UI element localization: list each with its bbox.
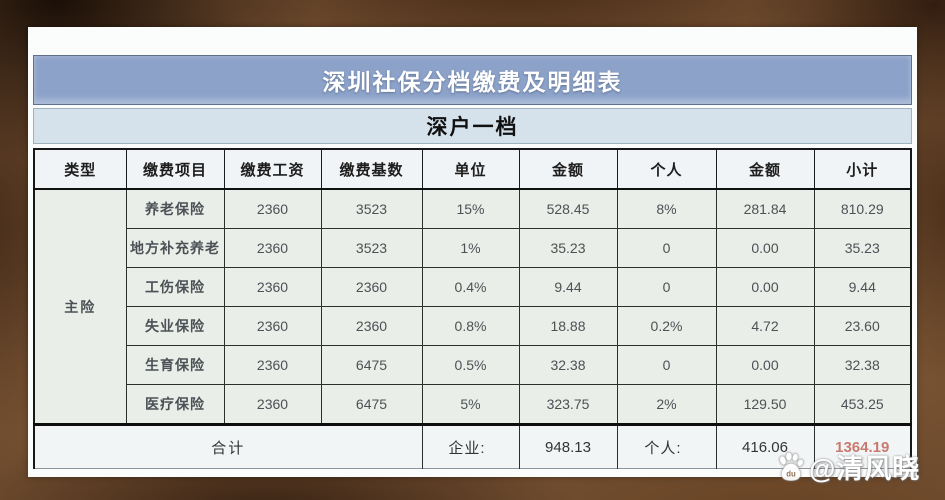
row-group-label: 主险 bbox=[33, 188, 127, 425]
table-cell: 0 bbox=[616, 267, 717, 307]
table-cell: 2% bbox=[616, 384, 717, 425]
baidu-paw-icon: du bbox=[779, 451, 804, 481]
table-row: 生育保险 2360 6475 0.5% 32.38 0 0.00 32.38 bbox=[34, 345, 912, 385]
table-cell: 2360 bbox=[223, 345, 322, 385]
table-cell: 2360 bbox=[223, 228, 322, 268]
table-cell: 323.75 bbox=[518, 384, 618, 425]
personal-total-value: 416.06 bbox=[715, 423, 815, 469]
table-cell: 工伤保险 bbox=[125, 267, 225, 307]
table-cell: 6475 bbox=[320, 345, 423, 385]
table-cell: 0.00 bbox=[715, 267, 815, 307]
column-header-employer-amount: 金额 bbox=[518, 148, 618, 190]
table-cell: 6475 bbox=[320, 384, 423, 425]
table-cell: 2360 bbox=[223, 267, 322, 307]
total-label: 合计 bbox=[33, 423, 423, 469]
table-cell: 528.45 bbox=[518, 188, 618, 229]
table-cell: 4.72 bbox=[715, 306, 815, 346]
column-header-employer-rate: 单位 bbox=[421, 148, 520, 190]
table-cell: 1% bbox=[421, 228, 520, 268]
page-title: 深圳社保分档缴费及明细表 bbox=[322, 69, 623, 95]
watermark-text: @清风晓 bbox=[809, 454, 921, 484]
table-cell: 生育保险 bbox=[125, 345, 225, 385]
table-cell: 0.8% bbox=[421, 306, 520, 346]
subtitle-band: 深户一档 bbox=[33, 108, 912, 144]
watermark: du @清风晓 bbox=[776, 447, 920, 486]
table-cell: 810.29 bbox=[813, 188, 912, 229]
contribution-table: 类型 缴费项目 缴费工资 缴费基数 单位 金额 个人 金额 小计 主险 养老保险… bbox=[33, 148, 912, 469]
table-cell: 35.23 bbox=[813, 228, 912, 268]
table-cell: 0.2% bbox=[616, 306, 717, 346]
table-cell: 15% bbox=[421, 188, 520, 229]
table-cell: 23.60 bbox=[813, 306, 912, 346]
table-cell: 35.23 bbox=[518, 228, 618, 268]
column-header-personal-amount: 金额 bbox=[715, 148, 815, 190]
table-row: 主险 养老保险 2360 3523 15% 528.45 8% 281.84 8… bbox=[33, 188, 912, 425]
table-cell: 2360 bbox=[223, 306, 322, 346]
table-cell: 2360 bbox=[223, 384, 322, 425]
table-cell: 2360 bbox=[320, 267, 423, 307]
column-header-subtotal: 小计 bbox=[813, 148, 912, 190]
tier-subtitle: 深户一档 bbox=[426, 116, 519, 139]
table-cell: 2360 bbox=[320, 306, 423, 346]
table-cell: 9.44 bbox=[518, 267, 618, 307]
table-cell: 129.50 bbox=[715, 384, 815, 425]
table-cell: 0 bbox=[616, 228, 717, 268]
table-cell: 0.4% bbox=[421, 267, 520, 307]
table-cell: 3523 bbox=[320, 228, 423, 268]
table-cell: 32.38 bbox=[518, 345, 618, 385]
column-header-item: 缴费项目 bbox=[125, 148, 225, 190]
column-header-salary: 缴费工资 bbox=[223, 148, 322, 190]
table-cell: 32.38 bbox=[813, 345, 912, 385]
table-cell: 5% bbox=[421, 384, 520, 425]
table-row: 地方补充养老 2360 3523 1% 35.23 0 0.00 35.23 bbox=[34, 228, 912, 268]
table-cell: 281.84 bbox=[715, 188, 815, 229]
column-header-base: 缴费基数 bbox=[320, 148, 423, 190]
table-cell: 3523 bbox=[320, 188, 423, 229]
table-cell: 2360 bbox=[223, 188, 322, 229]
column-header-type: 类型 bbox=[33, 148, 127, 190]
total-row: 合计 企业: 948.13 个人: 416.06 1364.19 bbox=[33, 423, 912, 469]
header-row: 类型 缴费项目 缴费工资 缴费基数 单位 金额 个人 金额 小计 bbox=[33, 148, 912, 190]
table-cell: 医疗保险 bbox=[125, 384, 225, 425]
grand-total-value: 1364.19 bbox=[813, 423, 912, 469]
table-cell: 0.5% bbox=[421, 345, 520, 385]
table-cell: 18.88 bbox=[518, 306, 618, 346]
title-bar: 深圳社保分档缴费及明细表 bbox=[33, 55, 912, 105]
column-header-personal-rate: 个人 bbox=[616, 148, 717, 190]
table-cell: 地方补充养老 bbox=[125, 228, 225, 268]
table-cell: 养老保险 bbox=[125, 188, 225, 229]
company-total-value: 948.13 bbox=[518, 423, 618, 469]
table-row: 失业保险 2360 2360 0.8% 18.88 0.2% 4.72 23.6… bbox=[34, 306, 912, 346]
table-cell: 453.25 bbox=[813, 384, 912, 425]
table-cell: 0.00 bbox=[715, 228, 815, 268]
table-cell: 8% bbox=[616, 188, 717, 229]
personal-total-label: 个人: bbox=[616, 423, 717, 469]
table-cell: 0.00 bbox=[715, 345, 815, 385]
paw-du-label: du bbox=[786, 469, 796, 478]
table-cell: 0 bbox=[616, 345, 717, 385]
company-total-label: 企业: bbox=[421, 423, 520, 469]
table-panel: 深圳社保分档缴费及明细表 深户一档 类型 缴费项目 缴费工资 缴费基数 单位 金… bbox=[28, 27, 917, 477]
table-row: 工伤保险 2360 2360 0.4% 9.44 0 0.00 9.44 bbox=[34, 267, 912, 307]
table-row: 医疗保险 2360 6475 5% 323.75 2% 129.50 453.2… bbox=[34, 384, 912, 425]
table-cell: 9.44 bbox=[813, 267, 912, 307]
table-cell: 失业保险 bbox=[125, 306, 225, 346]
